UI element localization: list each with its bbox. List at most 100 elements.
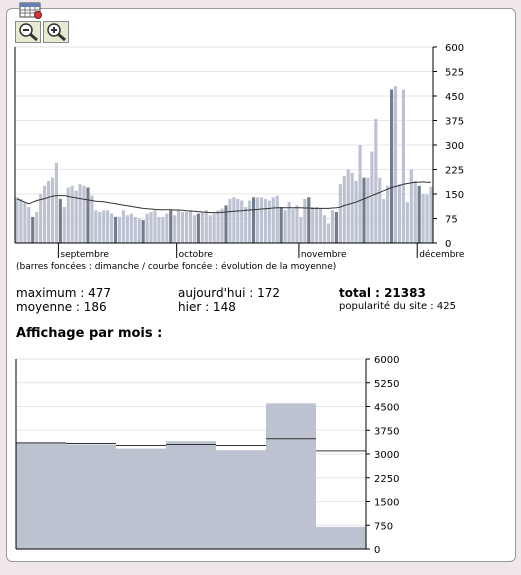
bar-sunday <box>31 216 35 243</box>
x-tick-label: novembre <box>301 250 347 260</box>
bar <box>157 216 161 243</box>
bar <box>374 118 378 243</box>
y-tick-label: 3750 <box>374 426 399 437</box>
bar <box>161 216 165 243</box>
bar <box>117 216 122 243</box>
bar <box>23 202 27 243</box>
bar-sunday <box>86 187 90 243</box>
bar <box>78 184 82 243</box>
bar <box>35 211 39 243</box>
calendar-grid-icon[interactable] <box>19 2 43 20</box>
bar <box>405 202 409 243</box>
bar <box>263 198 267 243</box>
bar <box>354 180 358 243</box>
bar-sunday <box>113 216 118 243</box>
bar-sunday <box>334 211 338 243</box>
bar <box>358 145 362 243</box>
stat-total: total : 21383 <box>339 286 426 300</box>
bar <box>39 194 43 243</box>
bar <box>15 197 19 243</box>
bar <box>311 207 315 243</box>
bar <box>125 215 129 243</box>
bar <box>401 89 405 243</box>
bar <box>74 190 78 243</box>
bar-sunday <box>252 197 256 243</box>
bar <box>200 211 204 243</box>
bar <box>165 213 169 243</box>
zoom-in-icon[interactable] <box>43 21 69 43</box>
bar <box>70 185 74 243</box>
y-tick-label: 75 <box>445 215 458 226</box>
bar <box>259 197 264 243</box>
bar <box>153 210 157 243</box>
month-bar <box>166 441 216 549</box>
bar <box>366 177 370 243</box>
bar <box>319 208 323 243</box>
bar-sunday <box>307 197 311 243</box>
bar <box>397 184 402 243</box>
bar <box>46 180 51 243</box>
y-tick-label: 5250 <box>374 379 399 390</box>
bar <box>145 213 149 243</box>
bar <box>421 194 425 243</box>
stat-popularite: popularité du site : 425 <box>339 301 456 312</box>
bar <box>184 211 189 243</box>
bar <box>98 211 102 243</box>
y-tick-label: 525 <box>445 68 464 79</box>
y-tick-label: 300 <box>445 141 464 152</box>
bar-sunday <box>196 213 200 243</box>
bar <box>271 197 275 243</box>
x-tick-label: septembre <box>60 250 109 260</box>
bar <box>382 198 386 243</box>
y-tick-label: 0 <box>374 545 380 556</box>
y-tick-label: 750 <box>374 521 393 532</box>
bar <box>330 210 335 243</box>
y-tick-label: 225 <box>445 166 464 177</box>
bar <box>287 202 291 243</box>
bar <box>204 210 208 243</box>
bar <box>267 200 271 243</box>
bar <box>212 213 216 243</box>
bar <box>295 205 299 243</box>
month-bar <box>16 442 66 549</box>
bar <box>315 207 319 243</box>
bar <box>393 86 398 243</box>
bar <box>62 207 66 243</box>
bar <box>27 207 31 243</box>
bar <box>370 151 374 243</box>
month-bar <box>216 450 266 549</box>
bar <box>291 208 295 243</box>
bar <box>66 187 70 243</box>
bar <box>110 213 114 243</box>
bar <box>50 177 55 243</box>
bar <box>248 200 252 243</box>
stat-moyenne: moyenne : 186 <box>16 300 107 314</box>
stat-maximum: maximum : 477 <box>16 286 112 300</box>
bar <box>386 185 390 243</box>
y-tick-label: 600 <box>445 43 464 54</box>
bar <box>378 177 382 243</box>
daily-visits-chart: 0 75 150 225 300 375 450 525 600 septembre octobre… <box>14 43 465 260</box>
bar-sunday <box>141 220 145 243</box>
bar <box>236 198 240 243</box>
bar <box>346 169 350 243</box>
bar-sunday <box>362 177 366 243</box>
bar <box>208 215 212 243</box>
bar <box>425 194 429 243</box>
bar <box>303 198 307 243</box>
month-bar <box>316 526 366 549</box>
bar <box>121 210 126 243</box>
bar <box>94 210 98 243</box>
month-bar <box>266 403 316 549</box>
average-line <box>16 181 431 214</box>
month-bar <box>66 444 116 549</box>
zoom-out-icon[interactable] <box>15 21 41 43</box>
chart-caption: (barres foncées : dimanche / courbe fonc… <box>16 262 337 272</box>
bar <box>220 208 224 243</box>
bar-sunday <box>390 89 394 243</box>
bar <box>192 215 196 243</box>
y-tick-label: 150 <box>445 190 464 201</box>
bar <box>228 198 232 243</box>
bar <box>177 210 181 243</box>
bar <box>133 216 137 243</box>
